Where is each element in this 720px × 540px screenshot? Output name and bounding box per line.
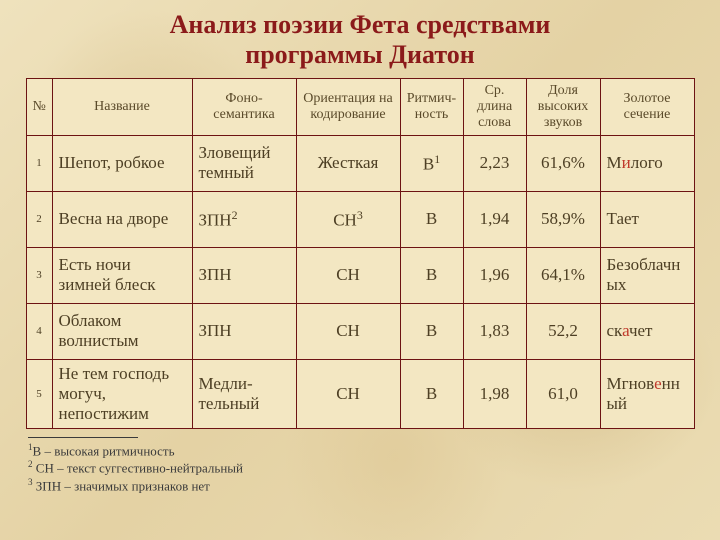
th-2: Фоно-семантика (192, 78, 296, 135)
table-cell: 52,2 (526, 303, 600, 359)
table-cell: 61,0 (526, 359, 600, 428)
table-row: 4Облаком волнистымЗПНСНВ1,8352,2скачет (26, 303, 694, 359)
table-cell: В (400, 303, 463, 359)
footnote-1: 1В – высокая ритмичность (28, 442, 720, 460)
table-cell: 1,98 (463, 359, 526, 428)
footnote-3: 3 ЗПН – значимых признаков нет (28, 477, 720, 495)
th-5: Ср. длина слова (463, 78, 526, 135)
table-row: 1Шепот, робкоеЗловещий темныйЖесткаяВ12,… (26, 135, 694, 191)
footnote-rule (28, 437, 138, 438)
table-cell: 2 (26, 191, 52, 247)
table-cell: Шепот, робкое (52, 135, 192, 191)
table-cell: Весна на дворе (52, 191, 192, 247)
table-cell: Безоблачных (600, 247, 694, 303)
title-line2: программы Диатон (245, 40, 475, 69)
footnotes: 1В – высокая ритмичность 2 СН – текст су… (28, 437, 720, 495)
table-cell: ЗПН (192, 247, 296, 303)
table-cell: 58,9% (526, 191, 600, 247)
th-6: Доля высоких звуков (526, 78, 600, 135)
table-cell: ЗПН (192, 303, 296, 359)
th-3: Ориентация на кодирование (296, 78, 400, 135)
footnote-2: 2 СН – текст суггестивно-нейтральный (28, 459, 720, 477)
table-cell: ЗПН2 (192, 191, 296, 247)
table-cell: 1 (26, 135, 52, 191)
th-4: Ритмич-ность (400, 78, 463, 135)
title-line1: Анализ поэзии Фета средствами (170, 10, 551, 39)
table-row: 3Есть ночи зимней блескЗПНСНВ1,9664,1%Бе… (26, 247, 694, 303)
table-cell: 1,94 (463, 191, 526, 247)
table-cell: Медли-тельный (192, 359, 296, 428)
table-cell: 4 (26, 303, 52, 359)
th-7: Золотое сечение (600, 78, 694, 135)
table-cell: В (400, 359, 463, 428)
table-cell: Мгновенный (600, 359, 694, 428)
table-cell: скачет (600, 303, 694, 359)
analysis-table: № Название Фоно-семантика Ориентация на … (26, 78, 695, 429)
table-cell: В1 (400, 135, 463, 191)
page-title: Анализ поэзии Фета средствами программы … (0, 0, 720, 70)
table-cell: В (400, 191, 463, 247)
table-cell: Зловещий темный (192, 135, 296, 191)
table-cell: В (400, 247, 463, 303)
table-cell: 3 (26, 247, 52, 303)
table-cell: Жесткая (296, 135, 400, 191)
table-cell: Не тем господь могуч, непостижим (52, 359, 192, 428)
th-0: № (26, 78, 52, 135)
table-body: 1Шепот, робкоеЗловещий темныйЖесткаяВ12,… (26, 135, 694, 428)
table-row: 5Не тем господь могуч, непостижимМедли-т… (26, 359, 694, 428)
th-1: Название (52, 78, 192, 135)
table-cell: Есть ночи зимней блеск (52, 247, 192, 303)
table-cell: Милого (600, 135, 694, 191)
table-cell: СН (296, 303, 400, 359)
table-cell: 64,1% (526, 247, 600, 303)
table-cell: 5 (26, 359, 52, 428)
table-cell: СН3 (296, 191, 400, 247)
table-row: 2Весна на двореЗПН2СН3В1,9458,9%Тает (26, 191, 694, 247)
table-cell: СН (296, 359, 400, 428)
table-cell: 61,6% (526, 135, 600, 191)
table-cell: Облаком волнистым (52, 303, 192, 359)
table-cell: 2,23 (463, 135, 526, 191)
table-cell: 1,83 (463, 303, 526, 359)
header-row: № Название Фоно-семантика Ориентация на … (26, 78, 694, 135)
table-cell: СН (296, 247, 400, 303)
table-cell: Тает (600, 191, 694, 247)
table-cell: 1,96 (463, 247, 526, 303)
